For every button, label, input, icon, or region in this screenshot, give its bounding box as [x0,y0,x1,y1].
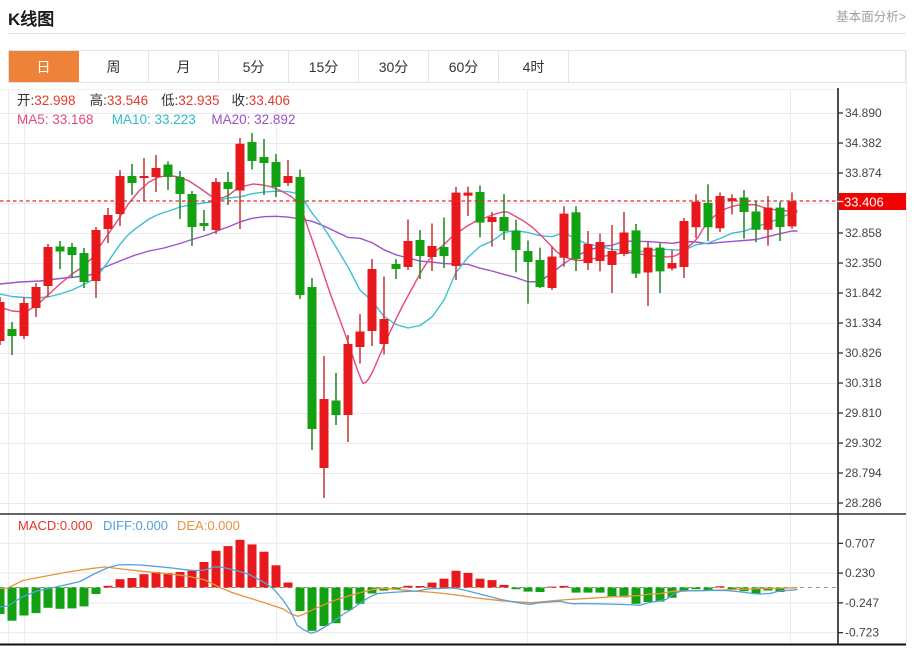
svg-text:34.382: 34.382 [845,136,882,150]
svg-text:31.334: 31.334 [845,316,882,330]
svg-text:30.318: 30.318 [845,376,882,390]
svg-text:32.350: 32.350 [845,256,882,270]
svg-text:31.842: 31.842 [845,286,882,300]
svg-text:33.406: 33.406 [844,195,884,210]
svg-text:28.286: 28.286 [845,496,882,510]
svg-text:30.826: 30.826 [845,346,882,360]
svg-text:0.707: 0.707 [845,536,875,550]
svg-text:29.810: 29.810 [845,406,882,420]
svg-text:34.890: 34.890 [845,106,882,120]
svg-text:0.230: 0.230 [845,566,875,580]
svg-text:33.874: 33.874 [845,166,882,180]
svg-text:28.794: 28.794 [845,466,882,480]
svg-text:-0.723: -0.723 [845,626,879,640]
svg-text:-0.247: -0.247 [845,596,879,610]
svg-text:32.858: 32.858 [845,226,882,240]
svg-text:29.302: 29.302 [845,436,882,450]
